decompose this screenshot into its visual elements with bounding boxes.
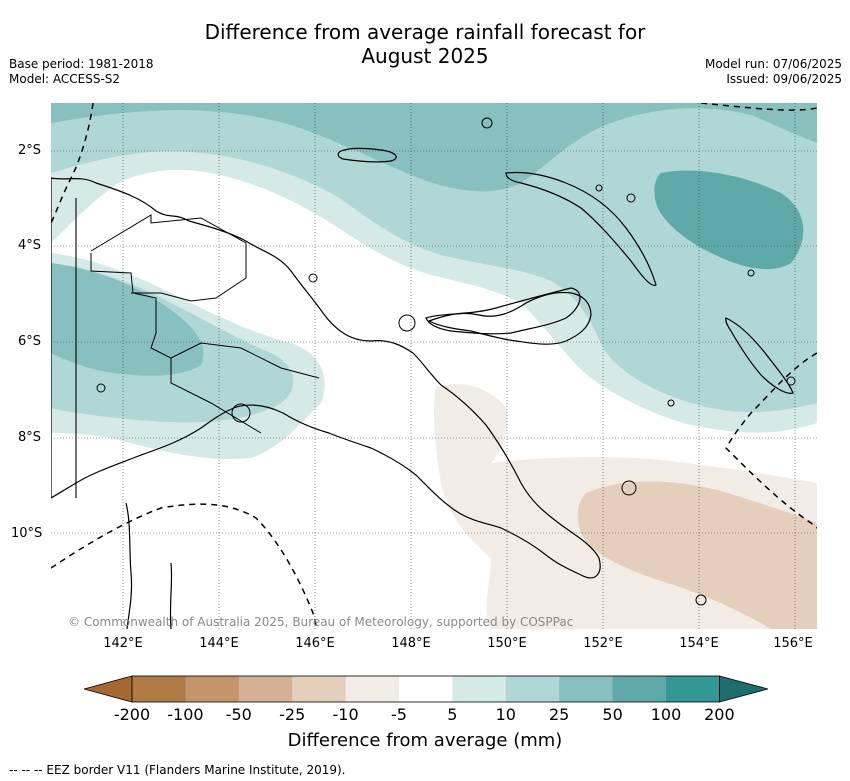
colorbar-swatch xyxy=(666,676,720,702)
colorbar-tick-label: 10 xyxy=(495,705,516,724)
colorbar-tick-label: 5 xyxy=(447,705,458,724)
lat-tick-10s: 10°S xyxy=(11,526,43,541)
colorbar-tick-label: -50 xyxy=(225,705,252,724)
colorbar-swatch xyxy=(612,676,667,702)
colorbar-tick-label: -10 xyxy=(332,705,359,724)
colorbar-frame xyxy=(131,675,720,703)
lat-tick-4s: 4°S xyxy=(18,238,42,253)
colorbar-swatch xyxy=(132,676,186,702)
lon-tick-148e: 148°E xyxy=(391,636,431,651)
new-guinea-island xyxy=(51,177,601,579)
anomaly-50-100 xyxy=(654,170,804,270)
colorbar-extend-high xyxy=(719,675,768,703)
png-provincial-borders xyxy=(90,214,320,434)
model-name: Model: ACCESS-S2 xyxy=(9,72,121,86)
colorbar-extend-low xyxy=(84,675,133,703)
map-title: Difference from average rainfall forecas… xyxy=(0,20,850,68)
colorbar-tick-label: -5 xyxy=(391,705,407,724)
info-left: Base period: 1981-2018 Model: ACCESS-S2 xyxy=(9,57,154,87)
model-run: Model run: 07/06/2025 xyxy=(704,57,842,71)
lat-tick-6s: 6°S xyxy=(18,334,42,349)
title-line-1: Difference from average rainfall forecas… xyxy=(204,20,646,44)
colorbar-tick-label: -100 xyxy=(167,705,204,724)
colorbar-swatch xyxy=(559,676,614,702)
colorbar-tick-label: 100 xyxy=(650,705,682,724)
title-line-2: August 2025 xyxy=(361,44,489,68)
lon-tick-142e: 142°E xyxy=(103,636,143,651)
small-islands xyxy=(96,117,796,606)
copyright-notice: © Commonwealth of Australia 2025, Bureau… xyxy=(68,615,574,629)
lon-tick-156e: 156°E xyxy=(773,636,813,651)
colorbar-swatch xyxy=(452,676,507,702)
colorbar-tick-label: 25 xyxy=(549,705,570,724)
new-ireland xyxy=(505,171,657,286)
lon-tick-144e: 144°E xyxy=(199,636,239,651)
lon-tick-146e: 146°E xyxy=(295,636,335,651)
lon-tick-152e: 152°E xyxy=(583,636,623,651)
new-britain xyxy=(425,287,581,335)
issued-date: Issued: 09/06/2025 xyxy=(726,72,842,86)
rainfall-map xyxy=(51,103,817,629)
colorbar-tick-label: -25 xyxy=(279,705,306,724)
anomaly-10-25 xyxy=(51,103,817,423)
graticule xyxy=(51,103,817,629)
colorbar xyxy=(84,675,768,703)
colorbar-tick-label: -200 xyxy=(113,705,151,724)
lon-tick-154e: 154°E xyxy=(679,636,719,651)
north-queensland-coast xyxy=(125,502,173,629)
lat-tick-8s: 8°S xyxy=(18,430,42,445)
colorbar-swatch xyxy=(185,676,240,702)
new-guinea-north-coast xyxy=(427,291,592,345)
anomaly-neg-25-10 xyxy=(577,481,817,629)
colorbar-swatch xyxy=(292,676,347,702)
bougainville xyxy=(725,317,794,394)
anomaly-25-50 xyxy=(51,103,817,376)
colorbar-swatch xyxy=(399,676,453,702)
lon-tick-150e: 150°E xyxy=(487,636,527,651)
colorbar-swatch xyxy=(505,676,560,702)
colorbar-swatch xyxy=(238,676,293,702)
colorbar-tick-label: 50 xyxy=(602,705,623,724)
manus-island xyxy=(337,147,397,163)
colorbar-label: Difference from average (mm) xyxy=(287,730,563,751)
eez-border xyxy=(51,103,817,629)
lat-tick-2s: 2°S xyxy=(18,143,42,158)
colorbar-swatch xyxy=(345,676,400,702)
colorbar-tick-label: 200 xyxy=(704,705,735,724)
eez-legend: -- -- -- EEZ border V11 (Flanders Marine… xyxy=(9,763,346,777)
base-period: Base period: 1981-2018 xyxy=(9,57,154,71)
info-right: Model run: 07/06/2025 Issued: 09/06/2025 xyxy=(705,57,842,87)
